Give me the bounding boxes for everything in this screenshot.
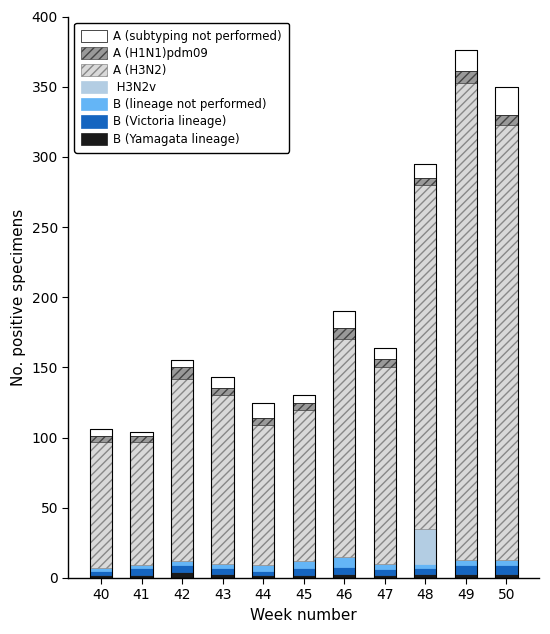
Bar (414, 178, 437, 185)
Bar (90, 568, 112, 571)
Bar (414, 564, 437, 568)
Bar (130, 436, 153, 442)
Bar (495, 87, 518, 578)
Bar (252, 418, 274, 425)
Bar (414, 568, 437, 574)
Bar (373, 564, 396, 569)
Bar (130, 432, 153, 578)
Bar (171, 561, 193, 566)
Bar (171, 566, 193, 573)
Bar (252, 575, 274, 578)
Bar (171, 573, 193, 578)
Bar (293, 575, 315, 578)
Bar (333, 311, 355, 578)
Bar (495, 115, 518, 125)
Bar (495, 560, 518, 566)
Bar (373, 359, 396, 368)
Bar (414, 164, 437, 178)
Bar (211, 377, 234, 578)
Bar (252, 403, 274, 578)
Bar (455, 50, 477, 578)
Bar (90, 571, 112, 575)
Bar (414, 164, 437, 578)
Bar (495, 566, 518, 574)
Bar (455, 574, 477, 578)
Bar (171, 378, 193, 561)
Bar (333, 557, 355, 567)
Bar (373, 368, 396, 564)
Bar (414, 574, 437, 578)
Y-axis label: No. positive specimens: No. positive specimens (11, 209, 26, 386)
Bar (211, 377, 234, 389)
Bar (333, 567, 355, 574)
Bar (211, 389, 234, 396)
Bar (252, 403, 274, 418)
Legend: A (subtyping not performed), A (H1N1)pdm09, A (H3N2),  H3N2v, B (lineage not per: A (subtyping not performed), A (H1N1)pdm… (74, 23, 289, 153)
Bar (333, 574, 355, 578)
Bar (252, 566, 274, 571)
Bar (211, 564, 234, 568)
Bar (90, 442, 112, 568)
Bar (455, 566, 477, 574)
Bar (252, 571, 274, 575)
Bar (293, 396, 315, 578)
Bar (373, 348, 396, 578)
Bar (90, 429, 112, 436)
Bar (333, 328, 355, 339)
Bar (130, 568, 153, 575)
Bar (333, 311, 355, 328)
Bar (211, 396, 234, 564)
Bar (373, 569, 396, 575)
Bar (333, 339, 355, 557)
Bar (90, 575, 112, 578)
Bar (171, 368, 193, 378)
Bar (373, 348, 396, 359)
Bar (211, 568, 234, 574)
X-axis label: Week number: Week number (250, 608, 357, 623)
Bar (90, 429, 112, 578)
Bar (293, 410, 315, 561)
Bar (130, 575, 153, 578)
Bar (252, 425, 274, 566)
Bar (495, 125, 518, 560)
Bar (495, 87, 518, 115)
Bar (455, 50, 477, 72)
Bar (495, 574, 518, 578)
Bar (455, 560, 477, 566)
Bar (130, 442, 153, 566)
Bar (171, 360, 193, 578)
Bar (373, 575, 396, 578)
Bar (90, 436, 112, 442)
Bar (293, 568, 315, 575)
Bar (293, 396, 315, 403)
Bar (414, 185, 437, 529)
Bar (293, 403, 315, 410)
Bar (293, 561, 315, 568)
Bar (455, 82, 477, 560)
Bar (130, 432, 153, 436)
Bar (130, 566, 153, 568)
Bar (211, 574, 234, 578)
Bar (414, 529, 437, 564)
Bar (171, 360, 193, 368)
Bar (455, 72, 477, 82)
